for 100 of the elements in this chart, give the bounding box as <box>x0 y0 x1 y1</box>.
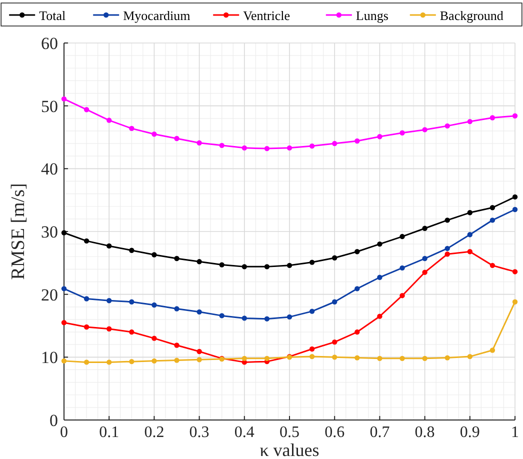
point <box>106 298 112 304</box>
x-tick-label: 0.4 <box>234 424 254 441</box>
point <box>444 355 450 360</box>
point <box>129 358 134 364</box>
y-tick-label: 30 <box>41 222 58 242</box>
point <box>490 115 496 120</box>
point <box>332 339 338 345</box>
legend-label: Background <box>440 8 504 23</box>
point <box>400 292 405 298</box>
point <box>512 269 518 274</box>
x-tick-label: 0.7 <box>370 424 390 441</box>
point <box>444 252 450 257</box>
y-tick-label: 40 <box>41 160 58 179</box>
point <box>61 358 67 364</box>
point <box>286 145 292 151</box>
point <box>444 218 450 223</box>
point <box>309 143 315 149</box>
point <box>174 136 180 142</box>
point <box>219 142 224 148</box>
point <box>309 308 315 314</box>
point <box>152 302 157 308</box>
point <box>242 264 247 270</box>
point <box>422 270 428 275</box>
legend-label: Myocardium <box>123 8 190 23</box>
point <box>490 218 496 223</box>
point <box>129 126 134 132</box>
point <box>174 256 180 262</box>
point <box>219 313 224 318</box>
point <box>332 255 338 260</box>
point <box>467 210 472 216</box>
point <box>61 286 67 292</box>
point <box>422 226 428 231</box>
x-tick-label: 0.9 <box>460 424 480 441</box>
y-tick-label: 20 <box>41 285 58 304</box>
point <box>196 357 202 362</box>
point <box>264 356 270 362</box>
point <box>242 356 247 362</box>
point <box>106 326 112 332</box>
legend-label: Ventricle <box>243 8 290 23</box>
point <box>377 356 382 362</box>
point <box>264 316 270 322</box>
point <box>129 329 134 335</box>
point <box>377 134 382 140</box>
y-tick-label: 60 <box>41 34 58 53</box>
point <box>444 246 450 252</box>
x-tick-label: 0.6 <box>324 424 345 441</box>
point <box>84 360 90 365</box>
point <box>467 232 472 238</box>
x-tick-label: 0.5 <box>280 424 300 441</box>
legend-label: Lungs <box>356 8 388 23</box>
point <box>106 360 112 365</box>
point <box>332 299 338 304</box>
point <box>152 252 157 258</box>
point <box>512 113 518 118</box>
point <box>309 354 315 360</box>
point <box>84 324 90 330</box>
x-tick-label: 0.8 <box>414 424 435 441</box>
point <box>512 299 518 304</box>
point <box>309 260 315 265</box>
point <box>377 241 382 247</box>
point <box>332 140 338 146</box>
x-axis-title: κ values <box>260 440 320 459</box>
point <box>219 262 224 268</box>
point <box>242 316 247 321</box>
point <box>174 306 180 312</box>
point <box>152 358 157 364</box>
point <box>61 96 67 102</box>
point <box>309 346 315 352</box>
point <box>61 230 67 236</box>
point <box>490 262 496 268</box>
point <box>174 358 180 363</box>
point <box>377 274 382 280</box>
point <box>400 356 405 362</box>
point <box>196 309 202 315</box>
point <box>286 314 292 320</box>
point <box>152 132 157 137</box>
point <box>490 205 496 210</box>
point <box>490 348 496 353</box>
point <box>354 355 360 360</box>
point <box>512 206 518 212</box>
point <box>354 138 360 144</box>
point <box>242 145 247 151</box>
point <box>332 354 338 360</box>
point <box>174 342 180 348</box>
point <box>84 296 90 302</box>
point <box>422 256 428 262</box>
point <box>84 238 90 244</box>
legend-label: Total <box>39 8 66 23</box>
point <box>422 127 428 132</box>
point <box>264 264 270 270</box>
x-tick-label: 1 <box>511 424 519 441</box>
point <box>467 354 472 360</box>
point <box>286 262 292 268</box>
point <box>196 348 202 354</box>
y-tick-label: 50 <box>41 96 58 116</box>
point <box>467 118 472 124</box>
point <box>422 356 428 362</box>
point <box>264 146 270 152</box>
point <box>61 320 67 326</box>
x-tick-label: 0.2 <box>144 424 164 441</box>
